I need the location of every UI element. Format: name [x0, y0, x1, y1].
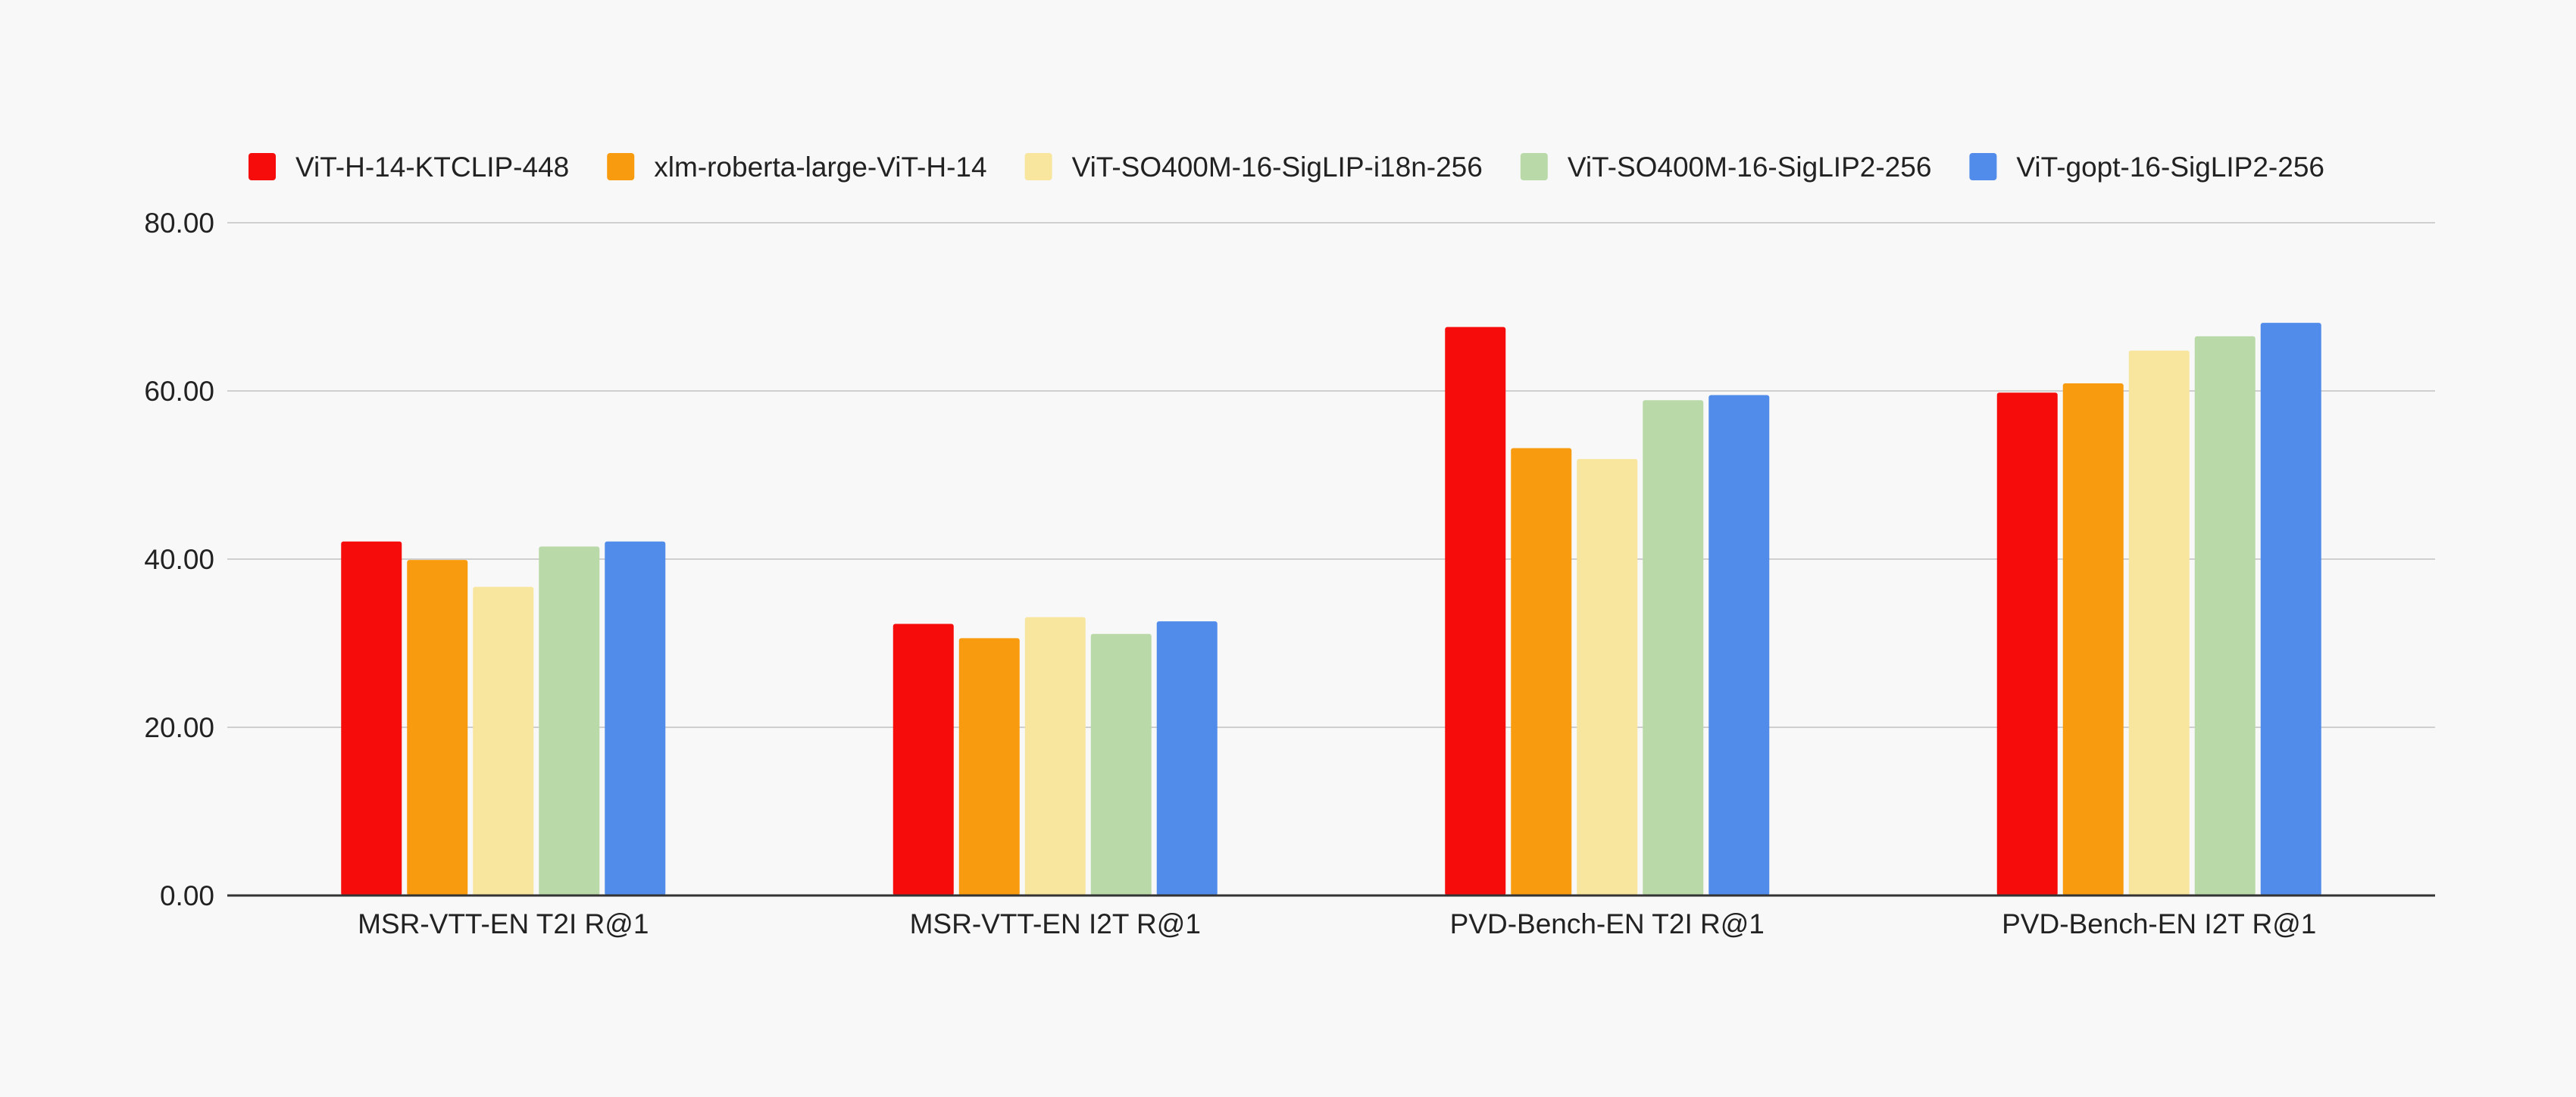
y-tick-label: 80.00	[144, 208, 214, 239]
legend-label: ViT-H-14-KTCLIP-448	[295, 152, 569, 183]
legend-swatch	[1520, 153, 1548, 180]
bar-ViT-SO400M-16-SigLIP2-256-0	[539, 546, 600, 895]
bar-ViT-H-14-KTCLIP-448-1	[893, 624, 954, 895]
legend-label: ViT-gopt-16-SigLIP2-256	[2016, 152, 2324, 183]
bar-ViT-SO400M-16-SigLIP2-256-2	[1643, 400, 1704, 895]
x-category-label: PVD-Bench-EN I2T R@1	[2002, 908, 2316, 939]
bars	[341, 323, 2321, 896]
bar-ViT-H-14-KTCLIP-448-0	[341, 541, 402, 895]
bar-ViT-SO400M-16-SigLIP-i18n-256-0	[473, 586, 534, 895]
y-tick-label: 40.00	[144, 544, 214, 575]
bar-ViT-H-14-KTCLIP-448-3	[1996, 392, 2058, 895]
legend-label: xlm-roberta-large-ViT-H-14	[654, 152, 986, 183]
bar-ViT-SO400M-16-SigLIP-i18n-256-3	[2128, 350, 2190, 896]
bar-ViT-SO400M-16-SigLIP-i18n-256-2	[1577, 458, 1638, 895]
bar-xlm-roberta-large-ViT-H-14-1	[958, 638, 1020, 895]
bar-xlm-roberta-large-ViT-H-14-3	[2062, 383, 2124, 895]
legend-swatch	[249, 153, 276, 180]
bar-ViT-gopt-16-SigLIP2-256-2	[1708, 395, 1770, 895]
bar-ViT-SO400M-16-SigLIP2-256-3	[2194, 336, 2256, 896]
legend: ViT-H-14-KTCLIP-448 xlm-roberta-large-ViT…	[249, 152, 2324, 183]
bar-ViT-H-14-KTCLIP-448-2	[1445, 327, 1506, 895]
y-tick-label: 20.00	[144, 712, 214, 743]
bar-ViT-gopt-16-SigLIP2-256-3	[2260, 323, 2321, 896]
axes: 0.00 20.00 40.00 60.00 80.00 MSR-VTT-EN T2I R…	[144, 208, 2435, 939]
x-category-label: PVD-Bench-EN T2I R@1	[1450, 908, 1765, 939]
x-category-label: MSR-VTT-EN T2I R@1	[358, 908, 649, 939]
bar-xlm-roberta-large-ViT-H-14-0	[407, 560, 468, 895]
y-tick-label: 60.00	[144, 376, 214, 407]
y-tick-label: 0.00	[160, 880, 214, 911]
bar-ViT-gopt-16-SigLIP2-256-0	[605, 541, 666, 895]
x-category-label: MSR-VTT-EN I2T R@1	[910, 908, 1201, 939]
legend-swatch	[1969, 153, 1997, 180]
legend-swatch	[1024, 153, 1052, 180]
legend-label: ViT-SO400M-16-SigLIP2-256	[1568, 152, 1932, 183]
legend-label: ViT-SO400M-16-SigLIP-i18n-256	[1072, 152, 1483, 183]
bar-ViT-SO400M-16-SigLIP2-256-1	[1090, 633, 1152, 895]
bar-ViT-SO400M-16-SigLIP-i18n-256-1	[1024, 617, 1086, 895]
bar-xlm-roberta-large-ViT-H-14-2	[1511, 448, 1572, 895]
legend-swatch	[607, 153, 635, 180]
bar-ViT-gopt-16-SigLIP2-256-1	[1156, 621, 1218, 895]
